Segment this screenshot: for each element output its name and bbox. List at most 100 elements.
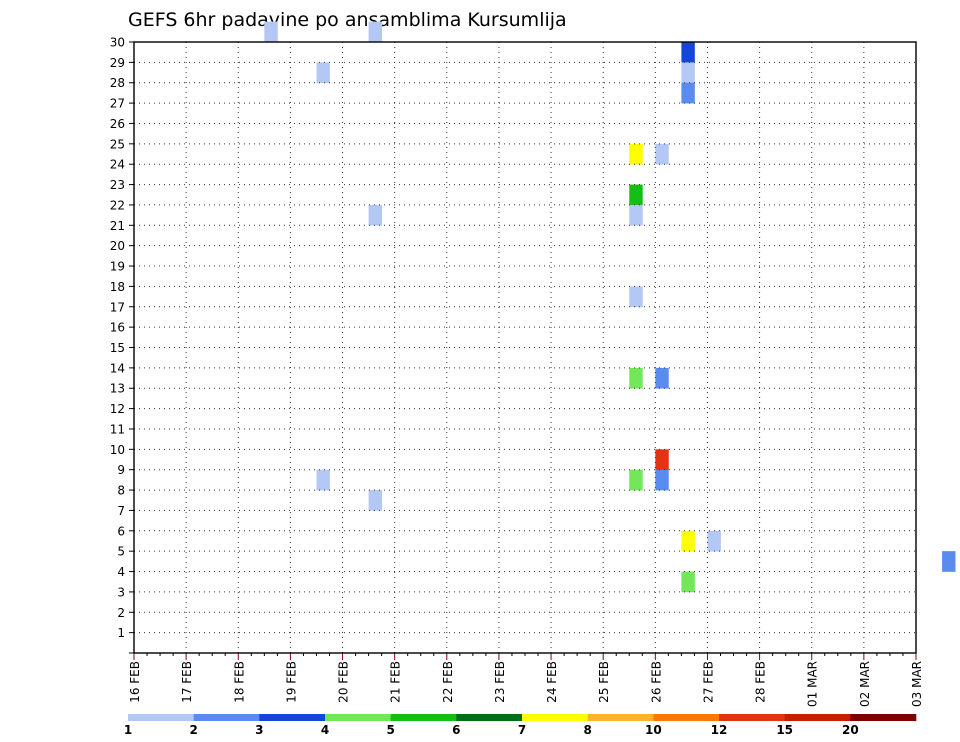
- y-tick-label: 27: [110, 97, 125, 111]
- y-tick-label: 26: [110, 117, 125, 131]
- precip-cell: [681, 530, 695, 552]
- y-tick-label: 3: [117, 585, 125, 599]
- x-tick-label: 01 MAR: [806, 661, 820, 707]
- precip-cell: [681, 62, 695, 84]
- precip-cell: [655, 449, 669, 470]
- colorbar-label: 15: [776, 723, 793, 737]
- precip-cell: [316, 62, 330, 84]
- x-tick-label: 28 FEB: [754, 661, 768, 703]
- colorbar-label: 4: [321, 723, 329, 737]
- x-tick-label: 25 FEB: [597, 661, 611, 703]
- colorbar-swatch: [653, 714, 720, 721]
- y-tick-label: 23: [110, 178, 125, 192]
- colorbar-swatch: [193, 714, 260, 721]
- colorbar-swatch: [390, 714, 457, 721]
- colorbar-swatch: [259, 714, 326, 721]
- y-tick-label: 20: [110, 239, 125, 253]
- precip-cell: [655, 469, 669, 491]
- precip-cell: [629, 469, 643, 491]
- y-tick-label: 10: [110, 443, 125, 457]
- y-tick-label: 5: [117, 545, 125, 559]
- colorbar-label: 1: [124, 723, 132, 737]
- precip-cell: [368, 21, 383, 43]
- precip-cell: [655, 367, 669, 389]
- precip-cell: [681, 42, 695, 63]
- precip-cell: [681, 82, 695, 104]
- x-tick-label: 19 FEB: [284, 661, 298, 703]
- precip-cell: [681, 571, 695, 593]
- precip-cell: [264, 21, 278, 43]
- y-tick-label: 15: [110, 341, 125, 355]
- y-tick-label: 30: [110, 36, 125, 50]
- x-tick-label: 22 FEB: [441, 661, 455, 703]
- x-tick-label: 24 FEB: [545, 661, 559, 703]
- grid-layer: [134, 42, 916, 653]
- colorbar-label: 6: [452, 723, 460, 737]
- y-tick-label: 7: [117, 504, 125, 518]
- precip-cell: [655, 143, 669, 165]
- precip-cell: [629, 286, 643, 308]
- colorbar: 1 2 3 4 5 6 7 8 10 12 15 20: [124, 714, 917, 737]
- x-tick-label: 16 FEB: [128, 661, 142, 703]
- chart-title: GEFS 6hr padavine po ansamblima Kursumli…: [128, 9, 567, 31]
- precip-cell: [368, 204, 383, 226]
- precip-cell: [942, 551, 956, 572]
- y-axis: 1234567891011121314151617181920212223242…: [110, 36, 134, 654]
- precip-cell: [629, 367, 643, 389]
- colorbar-swatch: [719, 714, 785, 721]
- x-tick-label: 17 FEB: [180, 661, 194, 703]
- y-tick-label: 13: [110, 382, 125, 396]
- x-tick-label: 23 FEB: [493, 661, 507, 703]
- y-tick-label: 4: [117, 565, 125, 579]
- x-tick-label: 21 FEB: [389, 661, 403, 703]
- colorbar-swatch: [522, 714, 588, 721]
- y-tick-label: 19: [110, 260, 125, 274]
- colorbar-swatch: [456, 714, 523, 721]
- y-tick-label: 11: [110, 422, 125, 436]
- precip-cell: [316, 469, 330, 491]
- x-tick-label: 02 MAR: [858, 661, 872, 707]
- colorbar-label: 10: [645, 723, 662, 737]
- x-axis: 16 FEB 17 FEB 18 FEB 19 FEB 20 FEB 21 FEB 22 F…: [128, 653, 924, 707]
- precip-cell: [629, 184, 643, 206]
- colorbar-label: 7: [518, 723, 526, 737]
- x-tick-label: 20 FEB: [337, 661, 351, 703]
- plot-frame: [133, 41, 917, 654]
- colorbar-swatch: [325, 714, 391, 721]
- colorbar-label: 8: [583, 723, 591, 737]
- precip-cell: [629, 204, 643, 226]
- y-tick-label: 29: [110, 56, 125, 70]
- colorbar-swatch: [850, 714, 917, 721]
- colorbar-label: 2: [189, 723, 197, 737]
- colorbar-label: 3: [255, 723, 263, 737]
- colorbar-label: 20: [842, 723, 859, 737]
- cells-layer: [264, 21, 956, 593]
- y-tick-label: 17: [110, 300, 125, 314]
- y-tick-label: 25: [110, 137, 125, 151]
- y-tick-label: 14: [110, 361, 125, 375]
- y-tick-label: 24: [110, 158, 125, 172]
- y-tick-label: 9: [117, 463, 125, 477]
- y-tick-label: 18: [110, 280, 125, 294]
- colorbar-swatch: [784, 714, 851, 721]
- colorbar-swatch: [128, 714, 194, 721]
- y-tick-label: 16: [110, 321, 125, 335]
- y-tick-label: 22: [110, 198, 125, 212]
- y-tick-label: 2: [117, 606, 125, 620]
- y-tick-label: 1: [117, 626, 125, 640]
- colorbar-label: 5: [386, 723, 394, 737]
- y-tick-label: 12: [110, 402, 125, 416]
- x-tick-label: 03 MAR: [910, 661, 924, 707]
- precip-cell: [707, 530, 721, 552]
- y-tick-label: 6: [117, 524, 125, 538]
- y-tick-label: 21: [110, 219, 125, 233]
- x-tick-label: 27 FEB: [702, 661, 716, 703]
- colorbar-label: 12: [711, 723, 728, 737]
- x-tick-label: 18 FEB: [232, 661, 246, 703]
- colorbar-swatch: [587, 714, 654, 721]
- precip-cell: [368, 490, 383, 511]
- y-tick-label: 8: [117, 484, 125, 498]
- precip-cell: [629, 143, 643, 165]
- y-tick-label: 28: [110, 76, 125, 90]
